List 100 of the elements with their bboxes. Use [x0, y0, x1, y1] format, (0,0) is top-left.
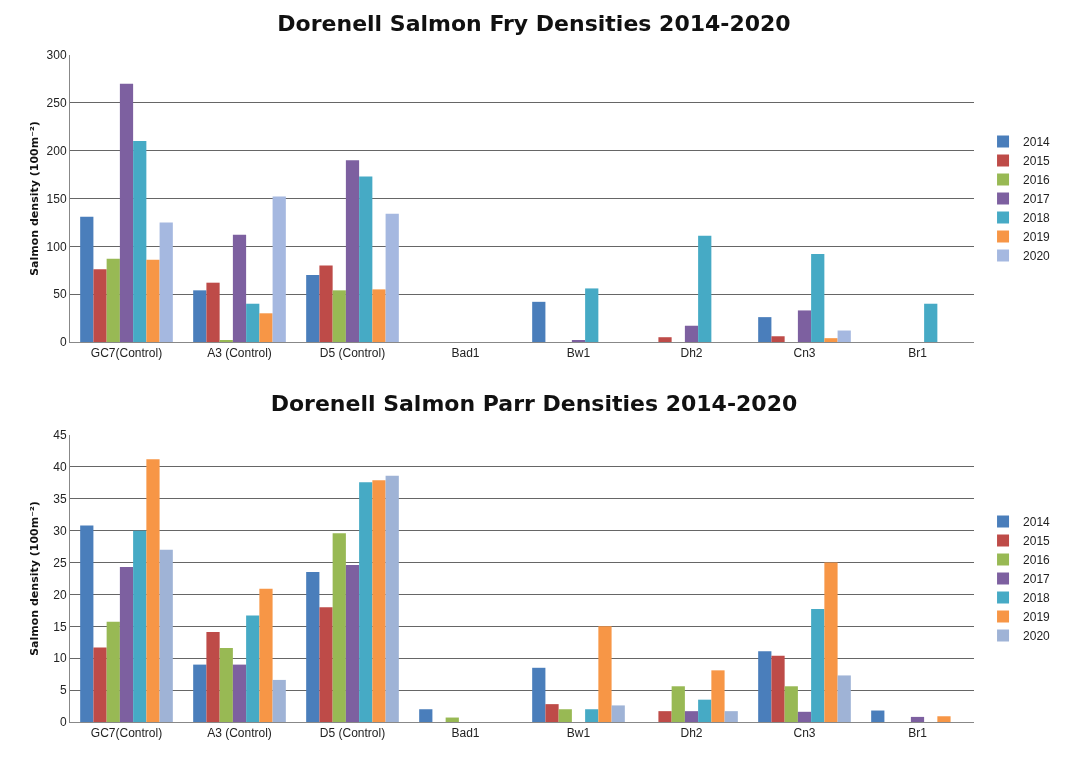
y-tick-label: 300 [46, 48, 67, 63]
bar [758, 651, 772, 722]
bar [698, 235, 712, 342]
bar [771, 336, 785, 342]
bar [146, 259, 160, 342]
bar [372, 289, 386, 342]
bar [910, 716, 925, 722]
bar [93, 647, 107, 722]
bar [372, 480, 386, 722]
bar [306, 275, 320, 342]
y-tick-label: 50 [53, 287, 67, 302]
x-tick-label: Dh2 [680, 726, 703, 741]
bar [385, 213, 399, 342]
bar [119, 567, 134, 722]
bar [332, 533, 346, 722]
bar [80, 216, 94, 342]
bar [937, 716, 951, 722]
bar [206, 282, 220, 342]
y-tick-label: 25 [53, 555, 67, 570]
legend-label: 2018 [1023, 211, 1051, 226]
bar [585, 288, 599, 342]
legend-label: 2016 [1023, 173, 1051, 188]
x-tick-label: Bad1 [451, 726, 480, 741]
legend-label: 2020 [1023, 629, 1051, 644]
y-tick-label: 200 [46, 143, 67, 158]
bar [345, 565, 360, 722]
bar [246, 303, 260, 342]
bar [359, 482, 373, 722]
x-tick-label: Cn3 [793, 346, 816, 361]
bar [93, 269, 107, 342]
bar [246, 615, 260, 722]
x-tick-label: GC7(Control) [90, 726, 163, 741]
bar [698, 699, 712, 722]
bar [219, 648, 233, 722]
bar [206, 632, 220, 722]
bar [684, 325, 699, 342]
x-tick-label: A3 (Control) [207, 346, 272, 361]
legend-label: 2017 [1023, 572, 1051, 587]
bar [811, 253, 825, 342]
y-tick-label: 150 [46, 191, 67, 206]
bar [871, 710, 885, 722]
bar [797, 310, 812, 342]
x-tick-label: Bw1 [566, 346, 591, 361]
bar [811, 609, 825, 722]
bar [259, 313, 273, 342]
bar [924, 303, 938, 342]
bar [133, 141, 147, 342]
bar [419, 709, 433, 722]
bar [159, 549, 173, 722]
legend-label: 2014 [1023, 515, 1051, 530]
y-tick-label: 0 [59, 335, 67, 350]
legend-label: 2015 [1023, 534, 1051, 549]
chart-title: Dorenell Salmon Parr Densities 2014-2020 [270, 390, 798, 416]
bar [319, 265, 333, 342]
bar [80, 525, 94, 722]
y-tick-label: 5 [59, 683, 67, 698]
bar [684, 711, 699, 722]
bar [824, 562, 838, 722]
bar [332, 290, 346, 342]
bar [385, 475, 399, 722]
x-tick-label: Br1 [908, 726, 928, 741]
x-tick-label: Bw1 [566, 726, 591, 741]
bar [193, 290, 207, 342]
legend-label: 2015 [1023, 154, 1051, 169]
bar [837, 675, 851, 722]
bar [658, 337, 672, 342]
bar [106, 258, 120, 342]
bar [159, 222, 173, 342]
bar [598, 626, 612, 722]
y-axis-title: Salmon density (100m⁻²) [28, 501, 41, 656]
y-tick-label: 15 [53, 619, 67, 634]
bar [106, 621, 120, 722]
bar [119, 83, 134, 342]
bar [711, 670, 725, 722]
bar [532, 667, 546, 722]
x-tick-label: A3 (Control) [207, 726, 272, 741]
bar [232, 234, 247, 342]
x-tick-label: GC7(Control) [90, 346, 163, 361]
legend-label: 2018 [1023, 591, 1051, 606]
bar [824, 338, 838, 342]
y-tick-label: 35 [53, 491, 67, 506]
bar [611, 705, 625, 722]
chart-title: Dorenell Salmon Fry Densities 2014-2020 [277, 10, 791, 36]
x-tick-label: Cn3 [793, 726, 816, 741]
bar [232, 664, 247, 722]
bar [558, 709, 572, 722]
x-tick-label: D5 (Control) [319, 726, 386, 741]
legend-label: 2016 [1023, 553, 1051, 568]
bar [671, 686, 685, 722]
bar [784, 686, 798, 722]
x-tick-label: D5 (Control) [319, 346, 386, 361]
y-tick-label: 0 [59, 715, 67, 730]
x-tick-label: Br1 [908, 346, 928, 361]
legend-label: 2019 [1023, 610, 1051, 625]
bar [724, 711, 738, 722]
y-tick-label: 40 [53, 460, 67, 475]
x-tick-label: Bad1 [451, 346, 480, 361]
legend-label: 2019 [1023, 230, 1051, 245]
bar [545, 704, 559, 722]
bar [146, 459, 160, 722]
